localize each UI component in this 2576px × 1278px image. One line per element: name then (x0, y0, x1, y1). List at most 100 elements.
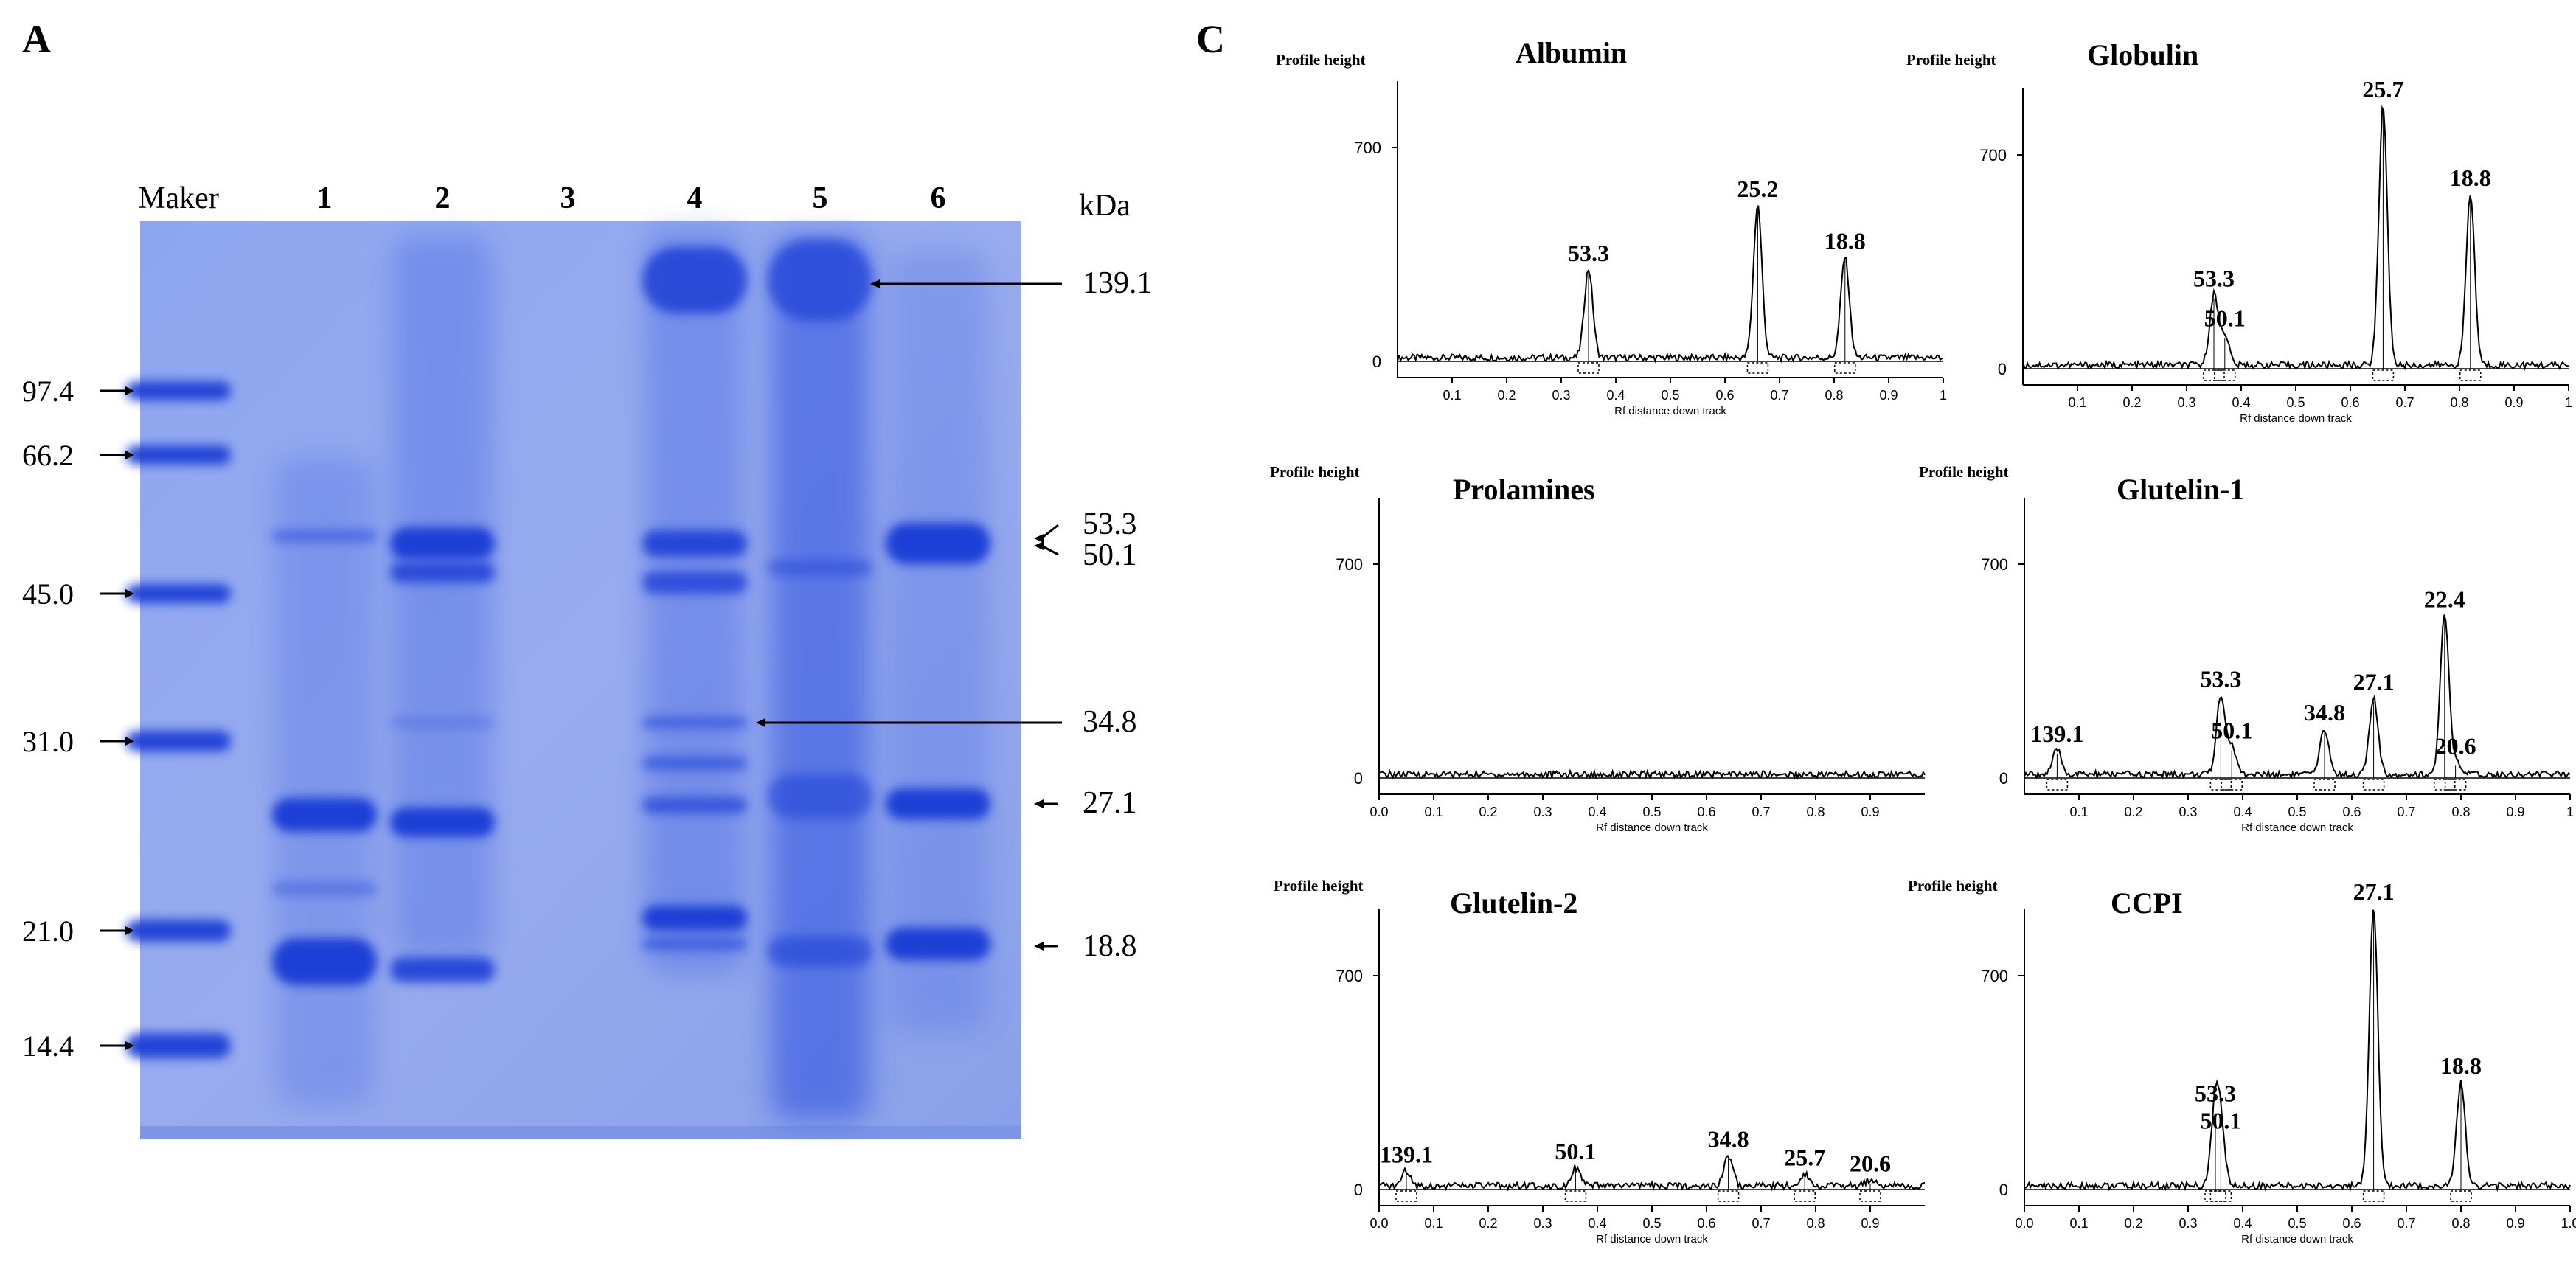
x-tick-label: 0.3 (1533, 805, 1552, 819)
y-axis-label: Profile height (1919, 463, 2009, 481)
gel-band (390, 527, 495, 560)
x-tick-label: 0.3 (2179, 1216, 2197, 1231)
unit-label: kDa (1079, 189, 1131, 223)
y-axis-label: Profile height (1276, 51, 1366, 69)
y-tick-label: 700 (1336, 555, 1363, 574)
peak-label: 34.8 (1708, 1126, 1749, 1153)
peak-label: 139.1 (2030, 720, 2083, 747)
peak-lane-marker (2046, 779, 2069, 791)
peak-label: 34.8 (2304, 699, 2345, 726)
lane-label: 5 (813, 181, 828, 215)
gel-band (642, 247, 747, 313)
band-arrow-head (756, 718, 765, 727)
x-tick-label: 0.2 (2124, 805, 2142, 819)
band-label: 53.3 (1083, 507, 1137, 541)
peak-label: 20.6 (1850, 1150, 1891, 1177)
x-tick-label: 0.9 (2506, 1216, 2524, 1231)
x-tick-label: 0.4 (1588, 1216, 1606, 1231)
x-tick-label: 0.3 (1552, 388, 1570, 403)
marker-label: 14.4 (22, 1029, 74, 1063)
x-tick-label: 0.9 (2504, 395, 2523, 410)
marker-arrow-head (125, 589, 134, 598)
peak-lane-marker (2313, 779, 2336, 791)
band-label: 50.1 (1083, 538, 1137, 572)
x-tick-label: 0.3 (2179, 805, 2197, 819)
peak-lane-marker (1395, 1190, 1417, 1202)
peak-lane-marker (1717, 1190, 1740, 1202)
peak-label: 25.7 (2362, 76, 2403, 103)
y-tick-label: 700 (1336, 967, 1363, 985)
y-tick-label: 0 (1999, 1181, 2008, 1199)
peak-label: 25.7 (1784, 1144, 1825, 1170)
x-tick-label: 0.6 (1697, 1216, 1715, 1231)
x-tick-label: 0.1 (2069, 805, 2088, 819)
gel-band (886, 788, 990, 819)
gel-band (886, 928, 990, 960)
peak-label: 27.1 (2353, 668, 2395, 695)
x-axis-label: Rf distance down track (2240, 412, 2352, 425)
peak-lane-marker (1859, 1190, 1881, 1202)
y-tick-label: 700 (1354, 139, 1381, 157)
lane-smear (645, 229, 744, 973)
peak-lane-marker (2444, 779, 2467, 791)
gel-band (768, 560, 872, 576)
peak-lane-marker (2450, 1190, 2472, 1202)
gel-band (390, 718, 495, 728)
band-arrow-line (1041, 524, 1059, 540)
y-axis-label: Profile height (1274, 877, 1364, 895)
marker-label: 21.0 (22, 914, 74, 948)
gel-band (886, 523, 990, 564)
marker-arrow-head (125, 386, 134, 395)
peak-lane-marker (2203, 369, 2225, 381)
y-tick-label: 0 (1999, 769, 2008, 788)
lane-label: 6 (931, 181, 946, 215)
band-arrow-head (1034, 541, 1044, 550)
x-tick-label: 0.1 (1424, 1216, 1443, 1231)
x-tick-label: 0.7 (1752, 1216, 1770, 1231)
chart-title: Glutelin-1 (2117, 473, 2244, 506)
profile-trace (1378, 1154, 1926, 1192)
x-tick-label: 1 (1940, 388, 1947, 403)
gel-band (390, 562, 495, 583)
x-tick-label: 0.4 (2232, 395, 2250, 410)
peak-label: 50.1 (2200, 1108, 2241, 1134)
peak-label: 53.3 (2200, 665, 2241, 692)
peak-lane-marker (1834, 362, 1856, 374)
band-arrow-line (1041, 544, 1059, 556)
y-tick-label: 0 (1998, 360, 2007, 378)
peak-lane-marker (2459, 369, 2482, 381)
lane-label: 2 (435, 181, 451, 215)
y-tick-label: 0 (1354, 769, 1363, 788)
peak-label: 53.3 (2193, 265, 2235, 292)
marker-arrow-head (125, 451, 134, 459)
gel-band (126, 731, 231, 751)
x-tick-label: 0.9 (1879, 388, 1898, 403)
x-tick-label: 0.9 (1861, 805, 1879, 819)
x-tick-label: 0.9 (1861, 1216, 1879, 1231)
marker-arrow-head (125, 1041, 134, 1050)
x-tick-label: 0.5 (1661, 388, 1679, 403)
band-arrow-head (870, 279, 880, 288)
gel-band (126, 920, 231, 942)
y-axis-label: Profile height (1906, 51, 1996, 69)
chart-title: Prolamines (1453, 473, 1595, 506)
chart-title: CCPI (2111, 886, 2183, 920)
marker-label: 97.4 (22, 375, 74, 408)
x-axis-label: Rf distance down track (1596, 1233, 1708, 1246)
gel-band (272, 530, 377, 542)
x-tick-label: 0.2 (1479, 1216, 1497, 1231)
profile-trace (2024, 614, 2571, 780)
lane-smear (393, 236, 492, 959)
x-tick-label: 0.6 (2342, 1216, 2361, 1231)
x-tick-label: 1 (2565, 395, 2572, 410)
gel-band (126, 584, 231, 603)
x-tick-label: 0.5 (2288, 1216, 2306, 1231)
gel-band (642, 757, 747, 770)
x-tick-label: 0.1 (1424, 805, 1443, 819)
lane-smear (889, 251, 987, 1032)
peak-lane-marker (2209, 1190, 2232, 1202)
gel-band (768, 240, 872, 321)
profile-chart-prolamines: 0 700 0.0 0.1 0.2 0.3 0.4 0.5 0.6 0.7 0.8 0.9 Rf dis… (1270, 463, 1926, 834)
band-arrow-head (1034, 942, 1044, 951)
peak-label: 20.6 (2435, 732, 2476, 759)
